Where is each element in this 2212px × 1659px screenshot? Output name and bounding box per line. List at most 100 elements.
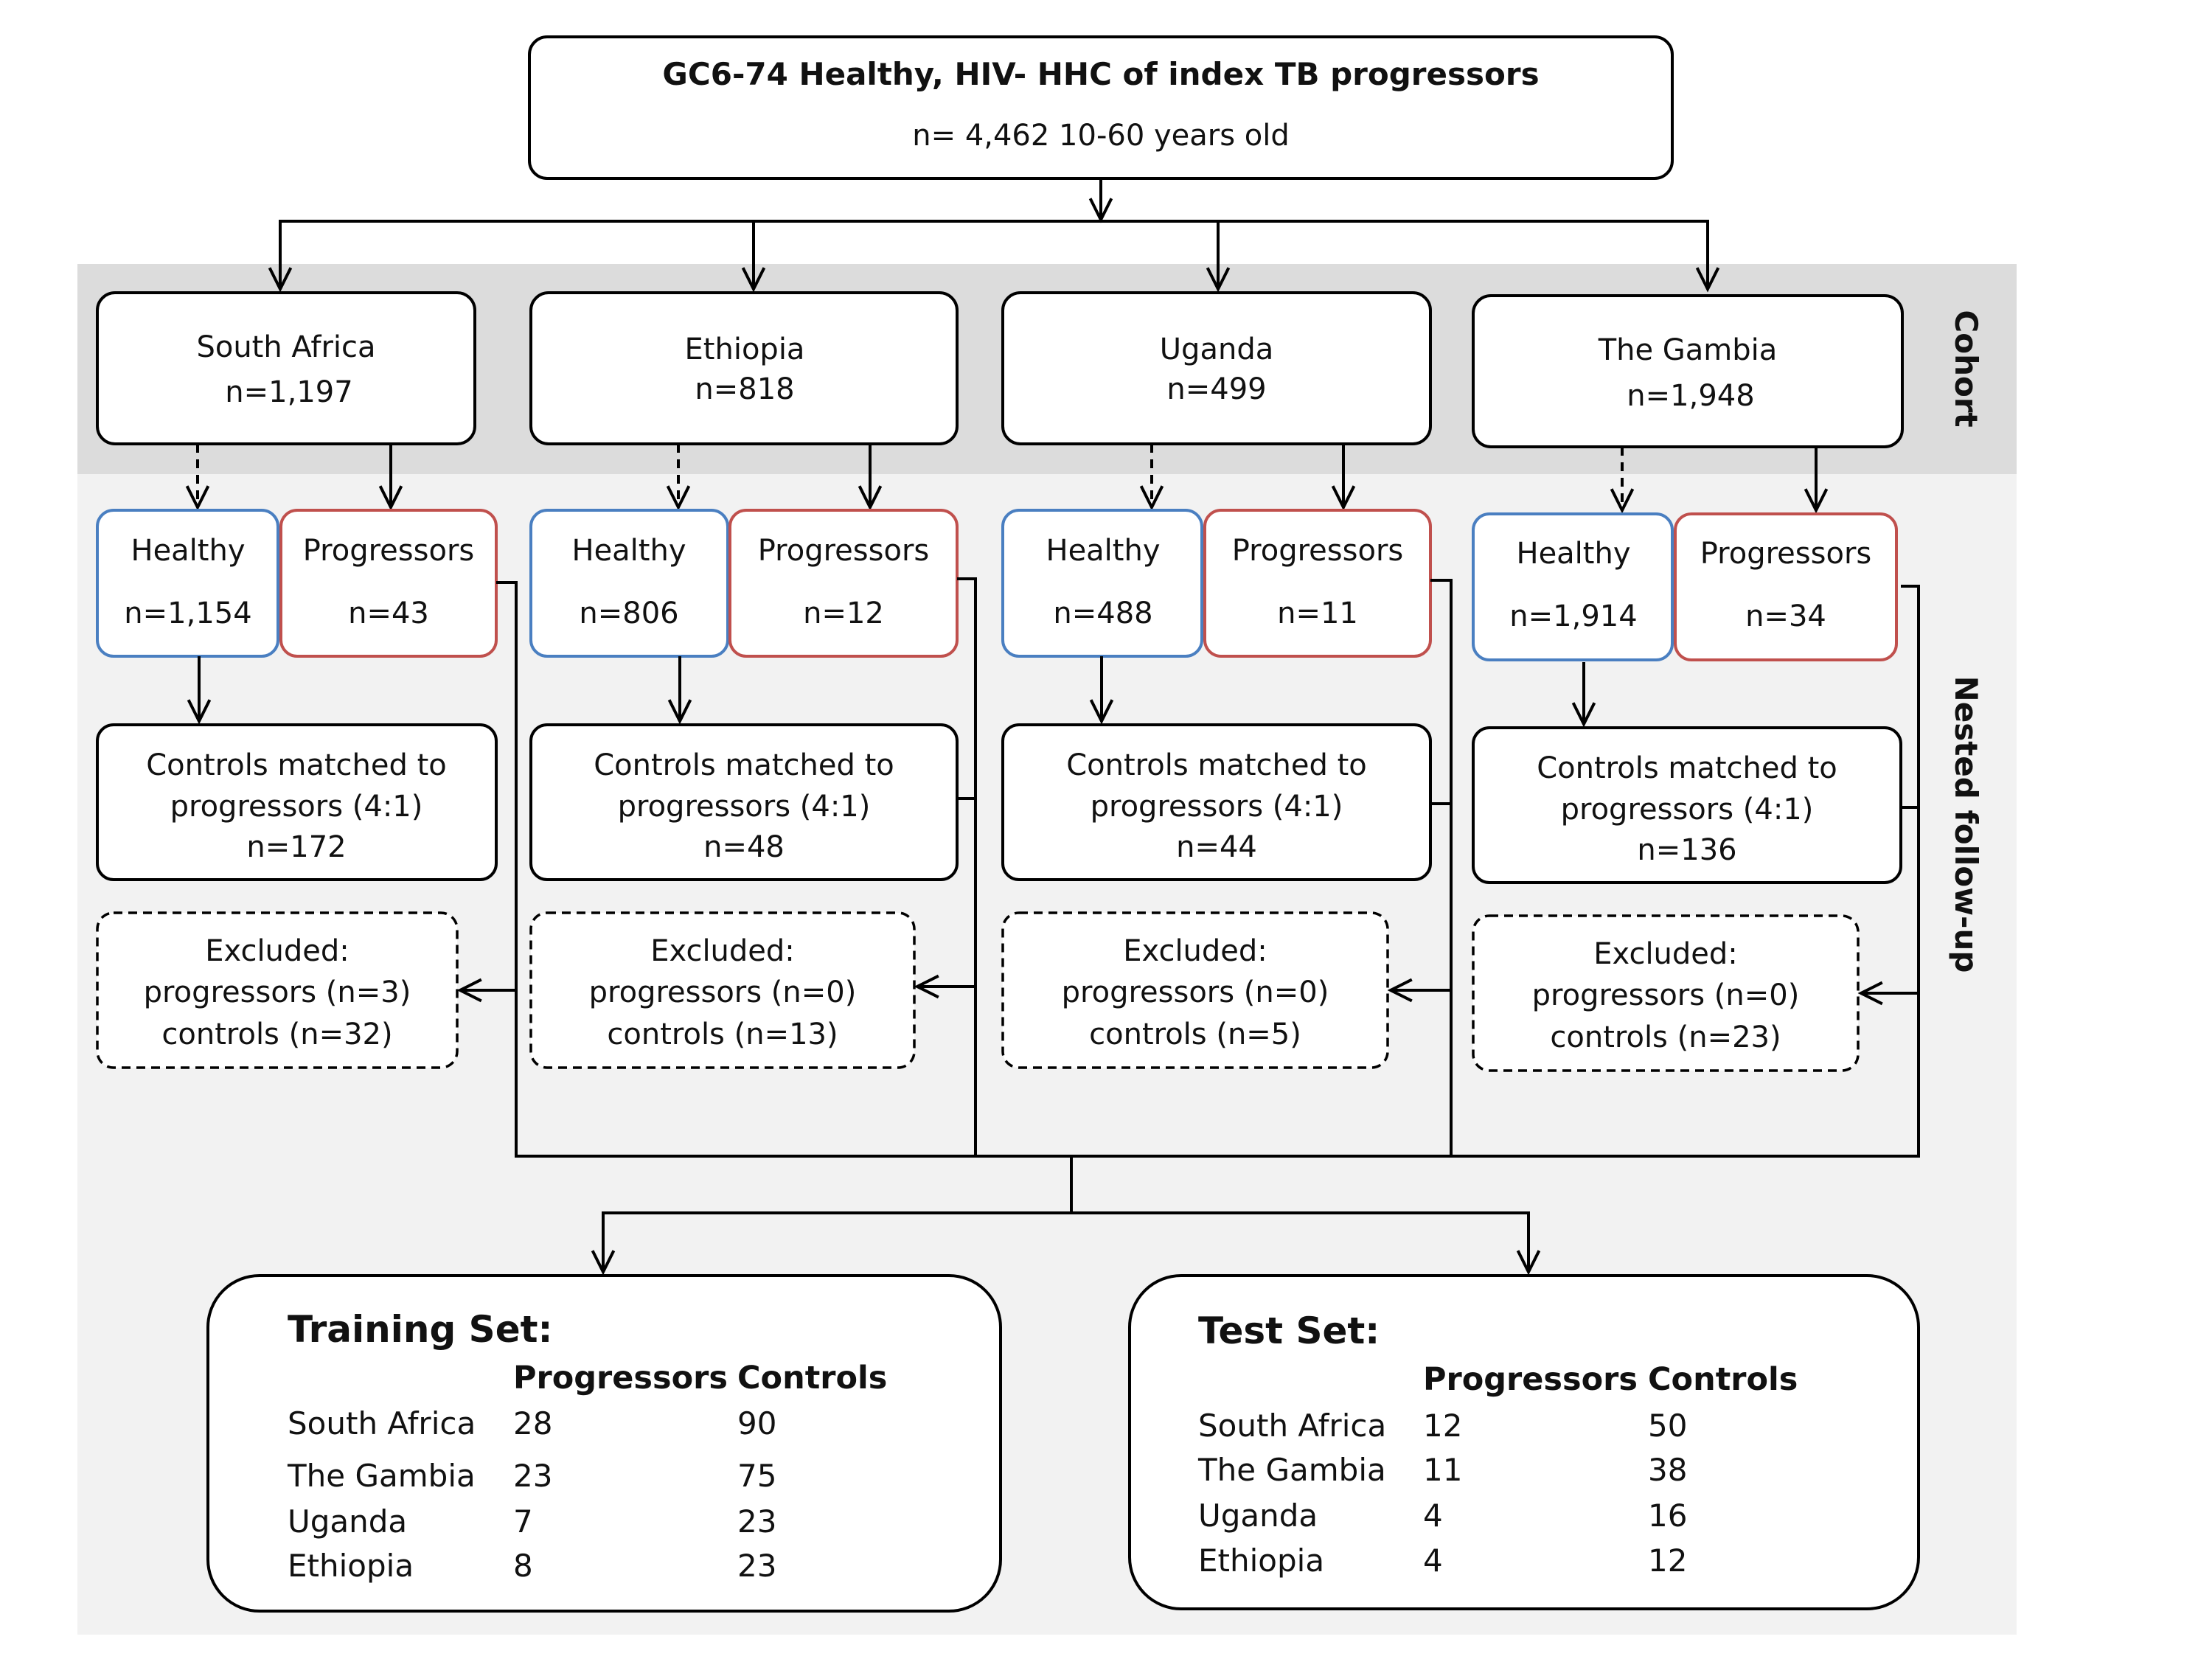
excluded-line1: Excluded: — [1593, 937, 1738, 971]
training-row-progressors: 28 — [513, 1405, 552, 1441]
excluded-line2: progressors (n=0) — [1062, 975, 1329, 1009]
test-row-site: Uganda — [1198, 1498, 1318, 1534]
test-row-progressors: 4 — [1423, 1498, 1443, 1534]
healthy-n: n=806 — [579, 597, 678, 630]
excluded-line1: Excluded: — [650, 934, 795, 968]
excluded-line2: progressors (n=0) — [1532, 978, 1800, 1012]
cohort-box — [1472, 294, 1904, 448]
test-row-progressors: 4 — [1423, 1543, 1443, 1579]
test-row-progressors: 11 — [1423, 1452, 1462, 1488]
column-south-africa: South Africa n=1,197 Healthy n=1,154 Pro… — [96, 291, 518, 1156]
cohort-name: Ethiopia — [685, 333, 805, 366]
progressors-n: n=11 — [1277, 597, 1358, 630]
training-set-box — [206, 1274, 1002, 1613]
test-row-site: South Africa — [1198, 1408, 1386, 1444]
test-row-site: Ethiopia — [1198, 1543, 1324, 1579]
training-set-panel: Training Set: Progressors Controls South… — [206, 1274, 1002, 1613]
healthy-label: Healthy — [571, 534, 686, 568]
controls-box — [96, 723, 498, 881]
training-row-controls: 23 — [737, 1548, 776, 1584]
excluded-line3: controls (n=23) — [1550, 1020, 1781, 1054]
controls-box — [529, 723, 959, 881]
controls-n: n=44 — [1176, 830, 1257, 864]
test-set-panel: Test Set: Progressors Controls South Afr… — [1128, 1274, 1920, 1610]
test-col-progressors: Progressors — [1423, 1361, 1638, 1398]
excluded-line3: controls (n=32) — [161, 1018, 392, 1051]
cohort-box — [1001, 291, 1432, 445]
progressors-box — [279, 509, 498, 658]
excluded-line3: controls (n=13) — [607, 1018, 838, 1051]
controls-line2: progressors (4:1) — [1091, 790, 1343, 824]
cohort-name: South Africa — [196, 330, 375, 364]
test-set-box — [1128, 1274, 1920, 1610]
healthy-box — [529, 509, 729, 658]
cohort-n: n=1,197 — [225, 375, 352, 409]
excluded-box — [529, 911, 916, 1069]
controls-n: n=48 — [703, 830, 785, 864]
controls-line1: Controls matched to — [1537, 751, 1837, 785]
progressors-box — [1203, 509, 1432, 658]
training-row-progressors: 7 — [513, 1503, 533, 1540]
healthy-n: n=488 — [1053, 597, 1152, 630]
test-row-controls: 50 — [1648, 1408, 1687, 1444]
training-row-controls: 75 — [737, 1458, 776, 1494]
healthy-box — [96, 509, 279, 658]
progressors-n: n=34 — [1745, 599, 1826, 633]
excluded-box — [1001, 911, 1389, 1069]
healthy-label: Healthy — [131, 534, 245, 568]
healthy-label: Healthy — [1046, 534, 1160, 568]
side-label-cohort: Cohort — [1948, 310, 1984, 427]
healthy-box — [1001, 509, 1203, 658]
excluded-line1: Excluded: — [205, 934, 349, 968]
training-row-site: The Gambia — [287, 1458, 476, 1494]
cohort-box — [96, 291, 476, 445]
progressors-label: Progressors — [1700, 537, 1871, 571]
excluded-line1: Excluded: — [1123, 934, 1267, 968]
training-row-progressors: 8 — [513, 1548, 533, 1584]
controls-line2: progressors (4:1) — [170, 790, 423, 824]
cohort-n: n=499 — [1166, 372, 1266, 406]
training-row-controls: 90 — [737, 1405, 776, 1441]
training-set-title: Training Set: — [288, 1308, 553, 1351]
progressors-label: Progressors — [303, 534, 474, 568]
training-row-controls: 23 — [737, 1503, 776, 1540]
healthy-n: n=1,154 — [124, 597, 251, 630]
controls-n: n=136 — [1637, 833, 1736, 867]
controls-line1: Controls matched to — [1066, 748, 1367, 782]
controls-line2: progressors (4:1) — [1561, 793, 1814, 827]
excluded-box — [1472, 914, 1860, 1072]
training-row-progressors: 23 — [513, 1458, 552, 1494]
healthy-box — [1472, 512, 1674, 661]
test-row-controls: 16 — [1648, 1498, 1687, 1534]
progressors-box — [1674, 512, 1898, 661]
excluded-line2: progressors (n=0) — [589, 975, 857, 1009]
progressors-n: n=43 — [348, 597, 429, 630]
column-the-gambia: The Gambia n=1,948 Healthy n=1,914 Progr… — [1472, 294, 1920, 1156]
controls-line1: Controls matched to — [594, 748, 894, 782]
top-subtitle: n= 4,462 10-60 years old — [912, 119, 1290, 153]
test-col-controls: Controls — [1648, 1361, 1798, 1398]
cohort-n: n=1,948 — [1627, 379, 1754, 413]
excluded-line2: progressors (n=3) — [144, 975, 411, 1009]
controls-n: n=172 — [246, 830, 346, 864]
top-title: GC6-74 Healthy, HIV- HHC of index TB pro… — [662, 56, 1539, 92]
excluded-line3: controls (n=5) — [1089, 1018, 1301, 1051]
column-ethiopia: Ethiopia n=818 Healthy n=806 Progressors… — [529, 291, 977, 1156]
training-row-site: South Africa — [288, 1405, 476, 1441]
cohort-n: n=818 — [695, 372, 794, 406]
controls-line1: Controls matched to — [146, 748, 447, 782]
training-row-site: Uganda — [288, 1503, 407, 1540]
test-set-title: Test Set: — [1198, 1310, 1380, 1352]
training-row-site: Ethiopia — [288, 1548, 414, 1584]
progressors-label: Progressors — [758, 534, 929, 568]
cohort-name: Uganda — [1160, 333, 1273, 366]
progressors-n: n=12 — [803, 597, 884, 630]
cohort-box — [529, 291, 959, 445]
cohort-name: The Gambia — [1598, 333, 1778, 367]
test-row-controls: 12 — [1648, 1543, 1687, 1579]
healthy-label: Healthy — [1516, 537, 1630, 571]
progressors-box — [728, 509, 959, 658]
column-uganda: Uganda n=499 Healthy n=488 Progressors n… — [1001, 291, 1453, 1156]
healthy-n: n=1,914 — [1509, 599, 1637, 633]
